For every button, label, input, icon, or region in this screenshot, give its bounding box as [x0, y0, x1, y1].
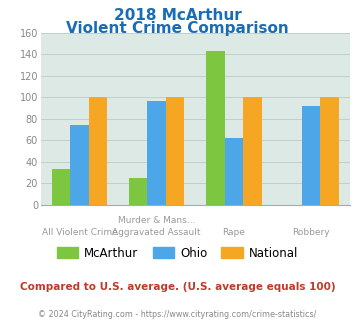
Bar: [302, 106, 320, 205]
Bar: [243, 97, 262, 205]
Text: All Violent Crime: All Violent Crime: [42, 228, 117, 237]
Bar: [70, 125, 89, 205]
Bar: [129, 178, 147, 205]
Bar: [51, 169, 70, 205]
Bar: [166, 97, 185, 205]
Text: Murder & Mans...: Murder & Mans...: [118, 216, 195, 225]
Text: Aggravated Assault: Aggravated Assault: [113, 228, 201, 237]
Text: © 2024 CityRating.com - https://www.cityrating.com/crime-statistics/: © 2024 CityRating.com - https://www.city…: [38, 310, 317, 319]
Text: 2018 McArthur: 2018 McArthur: [114, 8, 241, 23]
Bar: [225, 138, 243, 205]
Bar: [206, 51, 225, 205]
Text: Violent Crime Comparison: Violent Crime Comparison: [66, 21, 289, 36]
Text: Robbery: Robbery: [292, 228, 330, 237]
Bar: [89, 97, 107, 205]
Text: Rape: Rape: [223, 228, 245, 237]
Bar: [147, 101, 166, 205]
Bar: [320, 97, 339, 205]
Text: Compared to U.S. average. (U.S. average equals 100): Compared to U.S. average. (U.S. average …: [20, 282, 335, 292]
Legend: McArthur, Ohio, National: McArthur, Ohio, National: [53, 242, 302, 264]
